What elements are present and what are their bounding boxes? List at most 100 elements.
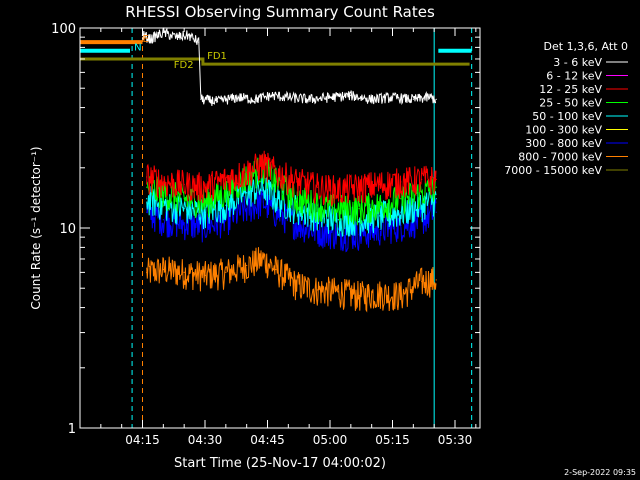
data-point: [246, 264, 248, 267]
y-tick-label: 1: [68, 422, 76, 437]
data-point: [146, 198, 148, 200]
data-point: [379, 183, 381, 186]
x-tick-label: 05:30: [438, 433, 473, 447]
data-point: [162, 31, 164, 34]
data-point: [198, 41, 200, 43]
annotation-label: FD1: [207, 51, 227, 62]
data-point: [337, 208, 339, 210]
data-point: [225, 192, 227, 194]
data-point: [146, 186, 148, 188]
data-point: [296, 198, 298, 200]
data-point: [379, 204, 381, 206]
data-point: [358, 208, 360, 210]
series-line: [146, 189, 437, 253]
data-point: [421, 280, 423, 283]
data-point: [421, 178, 423, 180]
series-line: [142, 26, 437, 107]
fd-state-line: [80, 57, 470, 66]
data-point: [435, 198, 437, 200]
x-tick-label: 04:30: [188, 433, 223, 447]
timestamp: 2-Sep-2022 09:35: [564, 468, 636, 477]
data-point: [400, 198, 402, 200]
data-point: [371, 98, 373, 100]
x-axis-label: Start Time (25-Nov-17 04:00:02): [174, 456, 386, 471]
data-point: [275, 268, 277, 271]
data-point: [337, 189, 339, 191]
data-point: [337, 291, 339, 293]
annotation-label: N: [134, 43, 141, 54]
data-point: [204, 211, 206, 213]
data-point: [237, 96, 239, 98]
data-point: [412, 98, 414, 100]
data-point: [435, 186, 437, 188]
data-point: [358, 233, 360, 235]
data-point: [175, 36, 177, 38]
data-point: [391, 96, 394, 98]
data-point: [358, 186, 360, 188]
data-point: [216, 100, 219, 102]
legend-label: 3 - 6 keV: [553, 56, 602, 69]
data-point: [435, 178, 437, 180]
y-axis-label: Count Rate (s⁻¹ detector⁻¹): [29, 146, 43, 309]
data-point: [162, 268, 164, 271]
annotation-label: FD2: [174, 60, 194, 71]
data-point: [225, 204, 227, 206]
data-point: [358, 294, 360, 297]
data-point: [421, 192, 423, 194]
data-point: [400, 224, 402, 227]
data-point: [275, 181, 277, 183]
legend-label: 800 - 7000 keV: [518, 151, 602, 164]
data-point: [350, 94, 352, 97]
data-point: [435, 279, 437, 281]
data-point: [379, 292, 381, 295]
annotation-label: E: [143, 34, 149, 45]
data-point: [421, 204, 423, 206]
data-point: [150, 38, 152, 40]
data-point: [316, 289, 319, 291]
data-point: [225, 271, 227, 273]
data-point: [183, 271, 185, 273]
data-point: [246, 208, 248, 210]
data-point: [183, 208, 185, 210]
data-point: [246, 192, 248, 194]
data-point: [246, 171, 248, 173]
series-12-25-kev: [146, 150, 437, 207]
data-point: [262, 186, 264, 188]
data-point: [296, 181, 298, 183]
legend-label: 300 - 800 keV: [525, 137, 602, 150]
legend-label: 100 - 300 keV: [525, 124, 602, 137]
data-point: [146, 211, 148, 213]
data-point: [146, 271, 148, 273]
series-3-6-kev: [141, 26, 437, 107]
data-point: [287, 96, 289, 98]
data-point: [162, 181, 164, 183]
data-point: [329, 96, 331, 98]
x-tick-label: 04:15: [125, 433, 160, 447]
data-point: [204, 201, 206, 203]
data-point: [316, 186, 319, 188]
data-point: [162, 192, 164, 194]
data-point: [429, 96, 431, 98]
legend-label: 7000 - 15000 keV: [504, 164, 602, 177]
data-point: [271, 94, 273, 97]
chart-title: RHESSI Observing Summary Count Rates: [125, 3, 435, 21]
data-point: [358, 219, 360, 221]
data-point: [262, 162, 264, 165]
plot-area: [141, 26, 437, 313]
legend-header: Det 1,3,6, Att 0: [544, 40, 628, 53]
data-point: [225, 178, 227, 180]
data-point: [296, 284, 298, 286]
series-25-50-kev: [146, 154, 437, 226]
data-point: [254, 98, 256, 100]
series-line: [146, 150, 437, 207]
x-axis-ticks: 04:15 04:30 04:45 05:00 05:15 05:30: [100, 28, 477, 447]
x-tick-label: 05:00: [313, 433, 348, 447]
data-point: [308, 98, 310, 100]
data-point: [296, 223, 298, 225]
legend-label: 25 - 50 keV: [539, 97, 602, 110]
data-point: [400, 294, 402, 297]
data-point: [183, 198, 185, 200]
data-point: [379, 215, 381, 217]
data-point: [337, 219, 339, 221]
